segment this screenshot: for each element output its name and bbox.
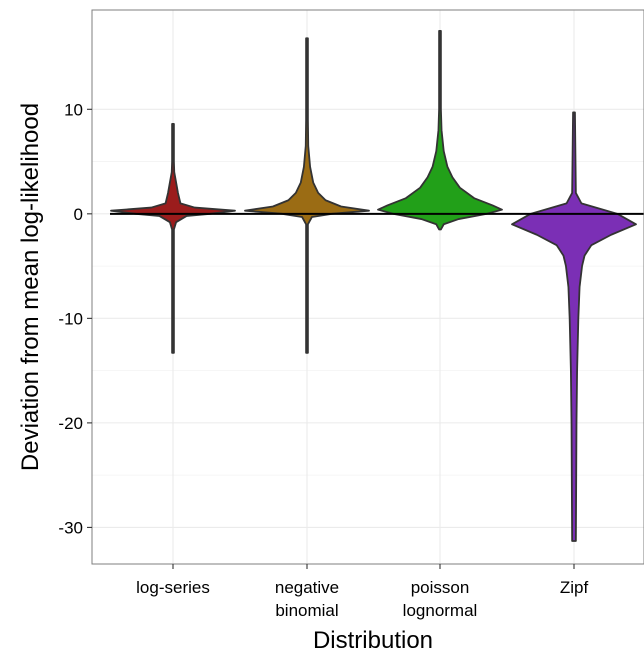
y-tick-label: -20	[58, 414, 83, 433]
y-axis-title: Deviation from mean log-likelihood	[17, 103, 44, 471]
x-tick-label: poisson lognormal	[403, 578, 478, 620]
y-tick-label: -30	[58, 518, 83, 537]
y-tick-label: -10	[58, 309, 83, 328]
plot-panel-background	[92, 10, 644, 564]
violin-zipf	[511, 111, 637, 542]
violin-negative-binomial	[244, 37, 370, 354]
y-tick-label: 0	[74, 205, 83, 224]
x-axis-title: Distribution	[313, 627, 433, 653]
violin-log-series	[110, 123, 236, 354]
plot-panel-border	[91, 9, 644, 565]
x-tick-label: negative binomial	[275, 578, 339, 620]
x-tick-label: Zipf	[560, 578, 589, 597]
y-tick-label: 10	[64, 100, 83, 119]
violins	[110, 30, 637, 542]
y-axis: 10 0 -10 -20 -30	[58, 100, 92, 537]
violin-poisson-lognormal	[377, 30, 503, 231]
x-tick-label: log-series	[136, 578, 210, 597]
x-axis: log-series negative binomial poisson lognorm…	[136, 564, 588, 620]
